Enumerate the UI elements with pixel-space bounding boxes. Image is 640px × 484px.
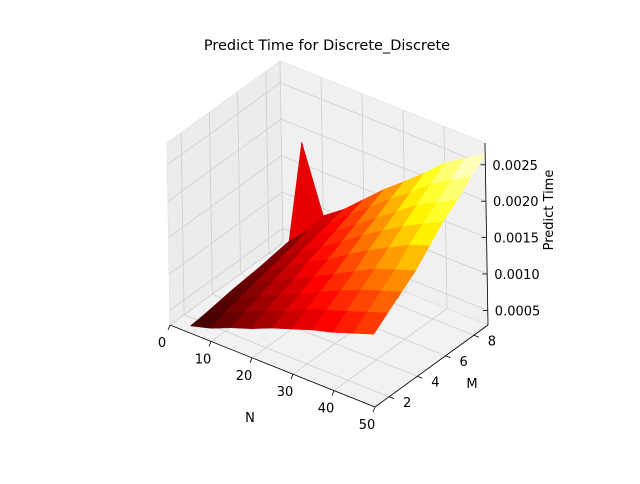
y-tick-label: 8 (488, 334, 496, 349)
y-axis-line (374, 324, 489, 408)
x-axis-label: N (245, 411, 255, 426)
x-tick-mark (249, 357, 253, 363)
z-tick-label: 0.0015 (494, 232, 539, 247)
z-axis-label: Predict Time (542, 170, 557, 251)
grid-line-z-left (168, 191, 283, 275)
y-tick-mark (417, 375, 423, 379)
grid-line-z-left (167, 118, 282, 202)
z-tick-label: 0.0010 (494, 268, 540, 283)
y-tick-label: 4 (431, 375, 439, 390)
x-tick-label: 10 (195, 352, 212, 367)
grid-line-x-back (279, 60, 284, 244)
x-tick-label: 40 (318, 402, 335, 417)
grid-line-z-left (167, 82, 281, 166)
surface-face (352, 311, 389, 335)
y-tick-label: 2 (403, 396, 411, 411)
grid-line-x-floor (169, 242, 284, 326)
grid-line-x-floor (333, 308, 448, 391)
tick-labels: 0 10 20 30 40 50 2 4 6 8 0.0005 0.0010 0.0015 0.0020 0… (158, 159, 540, 433)
x-tick-mark (372, 406, 376, 413)
z-axis-line (484, 142, 489, 326)
x-tick-label: 30 (277, 385, 294, 400)
x-tick-label: 50 (359, 418, 376, 433)
grid-line-z-back (280, 82, 486, 166)
y-tick-mark (445, 355, 451, 359)
surface-mesh (189, 141, 486, 335)
y-tick-mark (388, 396, 395, 400)
x-tick-mark (167, 324, 171, 331)
grid-line-y-wall (180, 132, 185, 315)
x-tick-mark (208, 341, 212, 347)
y-tick-label: 6 (459, 355, 467, 370)
grid-line-y-wall (209, 112, 213, 295)
x-axis-line (169, 324, 376, 408)
z-tick-label: 0.0005 (495, 304, 541, 319)
grid-line-y-wall (265, 71, 270, 254)
y-tick-mark (473, 334, 480, 338)
x-tick-mark (290, 374, 294, 380)
z-tick-label: 0.0020 (493, 195, 539, 210)
grid-line-y-floor (183, 314, 390, 398)
grid-line-z-left (168, 155, 282, 238)
x-tick-label: 0 (158, 336, 166, 351)
grid-line-z-left (169, 228, 284, 311)
chart-title: Predict Time for Discrete_Discrete (204, 38, 450, 54)
y-axis-label: M (466, 377, 477, 392)
x-tick-label: 20 (236, 369, 253, 384)
axis-lines (167, 142, 489, 413)
grid-line-y-wall (237, 91, 241, 274)
x-tick-mark (331, 390, 335, 396)
z-tick-label: 0.0025 (492, 159, 538, 174)
